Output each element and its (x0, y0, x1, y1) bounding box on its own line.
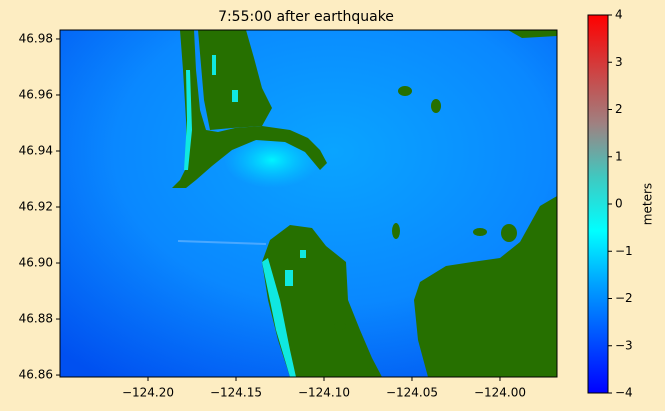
x-tick-label: −124.20 (122, 386, 174, 400)
colorbar-tick-label: −3 (615, 338, 633, 352)
map-image (60, 30, 557, 377)
plot-frame (59, 29, 558, 378)
colorbar-tick-label: 1 (615, 149, 623, 163)
x-tick-label: −124.10 (298, 386, 350, 400)
y-tick-label: 46.86 (19, 368, 53, 382)
x-tick-label: −124.15 (210, 386, 262, 400)
colorbar (587, 14, 609, 394)
colorbar-label: meters (641, 183, 655, 225)
colorbar-tick-label: 0 (615, 197, 623, 211)
colorbar-tick-label: −2 (615, 291, 633, 305)
chart-title: 7:55:00 after earthquake (218, 9, 394, 25)
x-tick-label: −124.05 (386, 386, 438, 400)
colorbar-tick-label: −1 (615, 244, 633, 258)
y-tick-label: 46.98 (19, 31, 53, 45)
colorbar-tick-label: 2 (615, 102, 623, 116)
y-tick-label: 46.92 (19, 200, 53, 214)
colorbar-tick-label: 3 (615, 55, 623, 69)
colorbar-tick-label: 4 (615, 8, 623, 22)
y-tick-label: 46.96 (19, 87, 53, 101)
colorbar-tick-label: −4 (615, 386, 633, 400)
y-tick-label: 46.90 (19, 256, 53, 270)
y-tick-label: 46.94 (19, 143, 53, 157)
y-tick-label: 46.88 (19, 312, 53, 326)
x-tick-label: −124.00 (474, 386, 526, 400)
